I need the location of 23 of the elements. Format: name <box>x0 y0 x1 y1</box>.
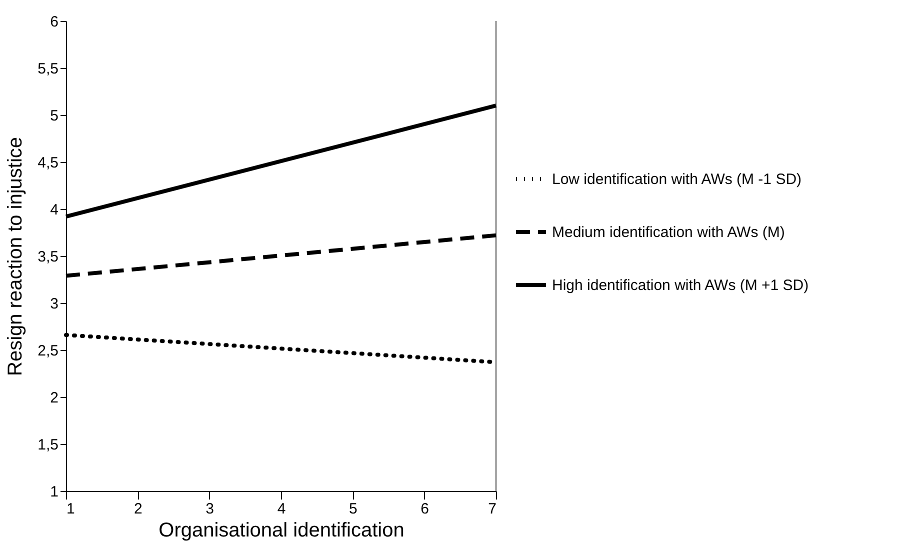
y-tick-label: 4,5 <box>38 154 58 172</box>
legend-label: High identification with AWs (M +1 SD) <box>552 277 809 294</box>
y-tick-label: 2 <box>50 390 58 406</box>
legend-label: Medium identification with AWs (M) <box>552 224 785 241</box>
x-axis-title: Organisational identification <box>158 520 404 542</box>
y-tick-label: 5 <box>50 108 58 124</box>
x-tick-label: 2 <box>134 500 142 518</box>
y-tick-label: 2,5 <box>38 342 58 360</box>
y-axis-title: Resign reaction to injustice <box>4 136 27 376</box>
x-tick-label: 3 <box>206 500 214 518</box>
x-tick-label: 7 <box>488 500 496 518</box>
y-tick-label: 1,5 <box>38 436 58 454</box>
y-tick-label: 3,5 <box>38 248 58 266</box>
y-tick-label: 1 <box>50 484 58 500</box>
y-tick-label: 3 <box>50 296 58 312</box>
x-tick-label: 1 <box>66 500 75 518</box>
x-tick-label: 4 <box>277 500 286 518</box>
y-tick-label: 5,5 <box>38 60 58 78</box>
y-tick-label: 4 <box>50 202 58 218</box>
y-tick-label: 6 <box>50 14 58 30</box>
legend-label: Low identification with AWs (M -1 SD) <box>552 171 802 188</box>
x-tick-label: 5 <box>348 500 358 518</box>
x-tick-label: 6 <box>420 500 430 518</box>
